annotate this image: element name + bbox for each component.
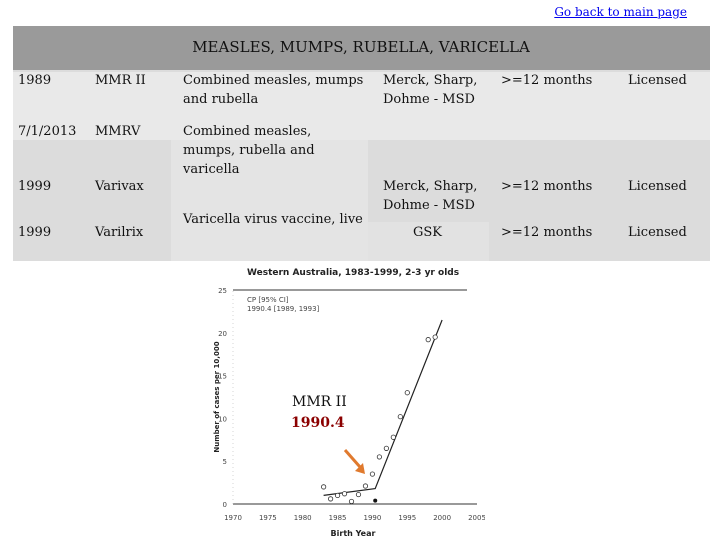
table-title-bar: MEASLES, MUMPS, RUBELLA, VARICELLA — [13, 26, 710, 70]
y-tick-label: 10 — [218, 415, 227, 423]
row4-name: Varilrix — [95, 225, 144, 240]
chart-title: Western Australia, 1983-1999, 2-3 yr old… — [247, 268, 459, 278]
row1-desc: Combined measles, mumps and rubella — [183, 73, 364, 107]
x-axis-label: Birth Year — [331, 529, 376, 538]
x-tick-label: 1980 — [294, 514, 312, 522]
changepoint-marker — [373, 498, 378, 503]
y-tick-label: 5 — [223, 458, 227, 466]
annotation-arrow — [343, 449, 362, 468]
measles-chart: Western Australia, 1983-1999, 2-3 yr old… — [205, 262, 485, 540]
data-point — [390, 434, 396, 440]
x-tick-label: 1970 — [224, 514, 242, 522]
x-tick-label: 1995 — [398, 514, 416, 522]
table-title: MEASLES, MUMPS, RUBELLA, VARICELLA — [192, 38, 530, 56]
data-point — [404, 390, 410, 396]
data-point — [376, 454, 382, 460]
y-tick-label: 25 — [218, 287, 227, 295]
merged-cell — [171, 140, 368, 261]
y-tick-label: 20 — [218, 330, 227, 338]
row2-desc: Combined measles, mumps, rubella and var… — [183, 124, 315, 177]
data-point — [348, 498, 355, 505]
row2-year: 7/1/2013 — [18, 124, 77, 139]
gsk-cell — [368, 222, 489, 261]
row4-age: >=12 months — [501, 225, 593, 240]
data-point — [432, 334, 438, 340]
row3-desc: Varicella virus vaccine, live — [183, 212, 363, 227]
y-axis-label: Number of cases per 10,000 — [213, 341, 221, 452]
data-point — [355, 491, 362, 498]
row1-status: Licensed — [628, 73, 687, 88]
row1-maker: Merck, Sharp, Dohme - MSD — [383, 73, 478, 107]
row1-name: MMR II — [95, 73, 146, 88]
back-to-main-link[interactable]: Go back to main page — [554, 5, 687, 19]
legend-entry: CP [95% CI] — [247, 296, 289, 304]
legend-entry: 1990.4 [1989, 1993] — [247, 305, 320, 313]
data-point — [328, 496, 334, 502]
data-point — [341, 491, 348, 497]
vaccine-table: MEASLES, MUMPS, RUBELLA, VARICELLA 1989 … — [13, 26, 710, 261]
data-point — [397, 414, 403, 420]
data-point — [369, 471, 376, 477]
x-tick-label: 1975 — [259, 514, 277, 522]
data-point — [425, 337, 431, 343]
x-tick-label: 1985 — [329, 514, 347, 522]
row1-age: >=12 months — [501, 73, 593, 88]
row4-maker: GSK — [413, 225, 443, 240]
row4-year: 1999 — [18, 225, 52, 240]
x-tick-label: 1990 — [364, 514, 382, 522]
x-tick-label: 2005 — [468, 514, 485, 522]
row1-year: 1989 — [18, 73, 52, 88]
chart-svg: Western Australia, 1983-1999, 2-3 yr old… — [213, 268, 485, 538]
y-tick-label: 0 — [223, 501, 227, 509]
row2-name: MMRV — [95, 124, 141, 139]
data-point — [321, 484, 327, 490]
row3-status: Licensed — [628, 179, 687, 194]
annotation-label: MMR II — [292, 394, 347, 410]
y-tick-label: 15 — [218, 373, 227, 381]
arrow-head-icon — [355, 463, 365, 474]
data-point — [334, 492, 341, 499]
annotation-value: 1990.4 — [291, 415, 345, 431]
row-band — [13, 72, 710, 140]
row4-status: Licensed — [628, 225, 687, 240]
row3-maker: Merck, Sharp, Dohme - MSD — [383, 179, 478, 213]
data-point — [362, 483, 369, 489]
x-tick-label: 2000 — [433, 514, 451, 522]
data-point — [383, 445, 389, 451]
row3-age: >=12 months — [501, 179, 593, 194]
fit-line — [323, 319, 443, 496]
row3-name: Varivax — [95, 179, 144, 194]
row3-year: 1999 — [18, 179, 52, 194]
